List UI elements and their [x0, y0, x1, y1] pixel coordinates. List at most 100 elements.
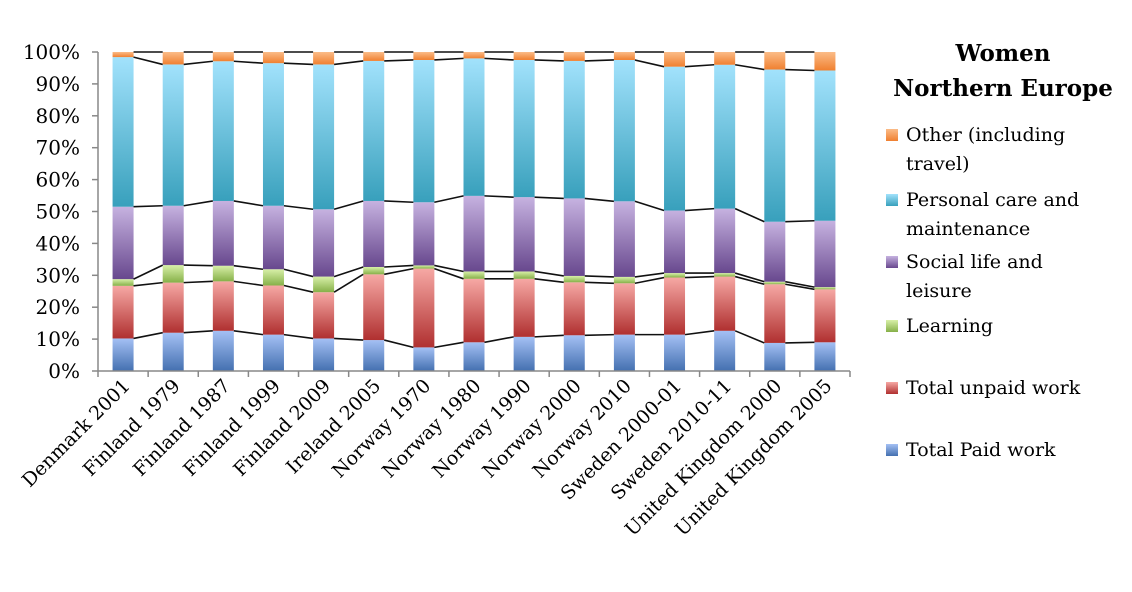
y-tick-label: 100% [23, 40, 80, 64]
bar-segment-total-paid-work [313, 338, 335, 371]
bar-segment-personal-care-and [463, 58, 485, 196]
bar-segment-personal-care-and [814, 70, 836, 221]
legend-item: Total Paid work [878, 436, 1128, 465]
series-connector-lines [133, 51, 815, 349]
bar-segment-social-life-and [162, 205, 184, 266]
bar-segment-other-including [613, 52, 635, 60]
y-tick-label: 50% [36, 200, 80, 224]
series-line [584, 333, 614, 337]
series-line [133, 331, 163, 340]
y-tick-label: 20% [36, 295, 80, 319]
bar-segment-social-life-and [262, 205, 284, 270]
series-line [684, 63, 715, 68]
series-line [384, 200, 414, 204]
legend-swatch [886, 256, 898, 268]
series-line [384, 264, 414, 268]
series-line [634, 59, 665, 68]
series-line [685, 275, 715, 279]
y-tick-label: 40% [36, 231, 80, 255]
bar-segment-learning [212, 265, 234, 282]
series-line [735, 63, 765, 71]
series-line [434, 264, 464, 273]
series-line [785, 68, 815, 72]
bar-segment-personal-care-and [664, 66, 686, 211]
bar-segment-learning [714, 273, 736, 277]
y-tick-label: 60% [36, 168, 80, 192]
bar-segment-personal-care-and [112, 57, 134, 207]
bar-segment-other-including [714, 52, 736, 65]
legend-label: Total Paid work [906, 439, 1056, 461]
series-line [534, 270, 564, 277]
series-line [734, 330, 765, 344]
series-line [183, 200, 213, 207]
bar-segment-other-including [664, 52, 686, 67]
bar-segment-personal-care-and [764, 69, 786, 222]
series-line [785, 219, 815, 223]
bar-segment-social-life-and [363, 200, 385, 268]
bar-segment-total-unpaid-work [513, 278, 535, 337]
bar-segment-other-including [814, 52, 836, 71]
legend-item: Personal care and maintenance [878, 186, 1128, 244]
legend-label: Other (including travel) [906, 124, 1066, 175]
series-line [734, 272, 765, 283]
bar-segment-personal-care-and [162, 64, 184, 206]
series-line [634, 272, 665, 278]
bar-segment-personal-care-and [613, 59, 635, 202]
bar-segment-total-unpaid-work [714, 276, 736, 331]
bar-segment-total-paid-work [814, 342, 836, 371]
series-line [684, 330, 715, 336]
bar-segment-total-unpaid-work [563, 282, 585, 336]
bar-segment-personal-care-and [212, 61, 234, 201]
bar-segment-personal-care-and [363, 60, 385, 201]
bar-segment-learning [764, 281, 786, 285]
series-line [534, 334, 564, 338]
bar-segment-personal-care-and [413, 59, 435, 203]
series-line [434, 57, 464, 61]
series-line [283, 268, 314, 278]
bar-segment-social-life-and [313, 209, 335, 277]
bar-segment-social-life-and [613, 201, 635, 277]
legend-title-line2: Northern Europe [893, 75, 1113, 102]
series-line [283, 204, 314, 211]
series-line [183, 60, 213, 66]
bar-segment-total-paid-work [613, 334, 635, 371]
bar-segment-total-unpaid-work [664, 277, 686, 335]
legend-swatch [886, 444, 898, 456]
legend-swatch [886, 382, 898, 394]
series-line [484, 57, 514, 61]
series-line [584, 281, 614, 285]
series-line [434, 341, 464, 349]
series-line [734, 207, 765, 223]
legend-item: Other (including travel) [878, 121, 1128, 179]
series-line [334, 60, 364, 66]
series-line [434, 267, 464, 280]
series-line [183, 280, 213, 284]
y-tick-label: 70% [36, 136, 80, 160]
legend-swatch [886, 320, 898, 332]
series-line [233, 60, 264, 64]
bar-segment-learning [563, 275, 585, 283]
bar-segment-other-including [313, 52, 335, 65]
series-line [334, 337, 364, 341]
bar-segment-personal-care-and [513, 59, 535, 198]
bar-segment-total-paid-work [112, 338, 134, 371]
bar-segment-other-including [764, 52, 786, 70]
series-line [233, 264, 264, 271]
bar-segment-social-life-and [463, 195, 485, 272]
bars [112, 52, 836, 371]
series-line [384, 59, 414, 62]
bar-segment-total-unpaid-work [363, 274, 385, 341]
series-line [133, 281, 163, 287]
bar-segment-other-including [363, 52, 385, 61]
series-line [133, 56, 163, 66]
series-line [484, 336, 514, 344]
y-tick-label: 0% [48, 359, 80, 383]
series-line [534, 278, 564, 284]
bar-segment-social-life-and [513, 197, 535, 272]
series-line [233, 280, 264, 287]
y-tick-label: 10% [36, 327, 80, 351]
legend-title-line1: Women [955, 40, 1051, 67]
bar-segment-total-unpaid-work [162, 282, 184, 333]
series-line [584, 275, 614, 278]
